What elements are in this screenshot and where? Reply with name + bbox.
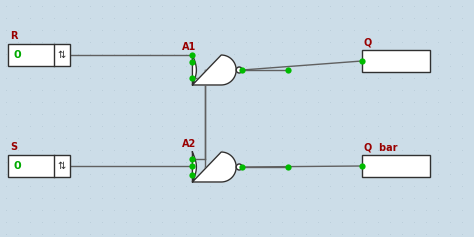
- Text: ⇅: ⇅: [58, 50, 66, 60]
- Text: S: S: [10, 142, 17, 152]
- Text: 0: 0: [14, 50, 22, 60]
- Polygon shape: [192, 55, 236, 85]
- Circle shape: [236, 67, 242, 73]
- Circle shape: [236, 164, 242, 170]
- Text: 0: 0: [14, 161, 22, 171]
- Bar: [8, 44, 70, 66]
- Text: A1: A1: [182, 42, 196, 52]
- Bar: [362, 155, 430, 177]
- Text: Q  bar: Q bar: [364, 142, 398, 152]
- Text: ⇅: ⇅: [58, 161, 66, 171]
- Text: A2: A2: [182, 139, 196, 149]
- Text: Q: Q: [364, 37, 372, 47]
- Polygon shape: [192, 152, 236, 182]
- Bar: [362, 50, 430, 72]
- Bar: [8, 155, 70, 177]
- Text: R: R: [10, 31, 18, 41]
